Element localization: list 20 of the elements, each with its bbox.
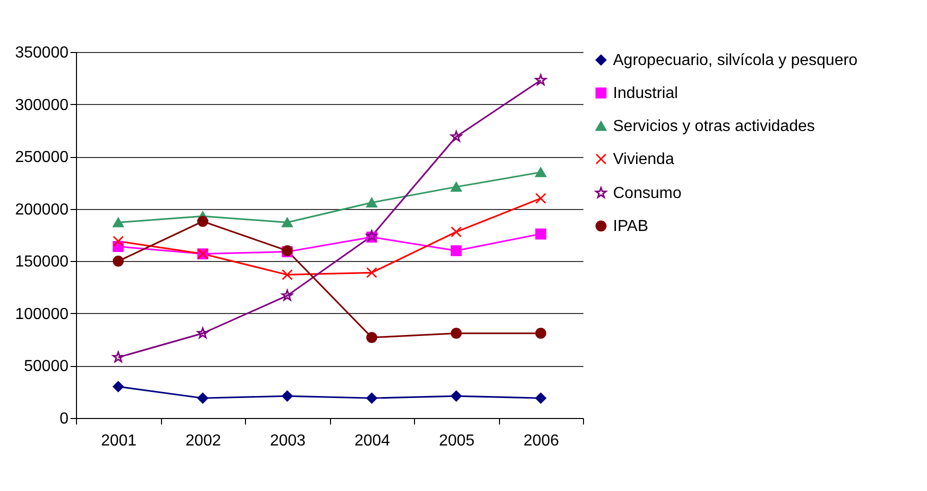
y-tick-label: 350000 xyxy=(15,44,69,62)
x-tick-label: 2001 xyxy=(100,432,137,450)
x-tick-label: 2006 xyxy=(523,432,560,450)
legend-label: Industrial xyxy=(613,85,678,102)
legend-label: Vivienda xyxy=(613,151,674,168)
y-tick-label: 200000 xyxy=(15,201,69,218)
y-tick-label: 100000 xyxy=(15,306,69,323)
x-tick-label: 2004 xyxy=(354,432,390,450)
y-tick-label: 150000 xyxy=(15,254,69,271)
y-tick-label: 50000 xyxy=(24,358,69,376)
y-tick-label: 0 xyxy=(60,410,69,428)
x-tick-label: 2002 xyxy=(185,432,222,450)
x-tick-label: 2003 xyxy=(270,432,306,450)
x-tick-label: 2005 xyxy=(438,432,475,450)
legend-label: Consumo xyxy=(613,185,682,202)
y-tick-label: 300000 xyxy=(15,96,69,114)
legend-label: Servicios y otras actividades xyxy=(613,118,815,135)
legend-label: IPAB xyxy=(613,218,648,235)
y-tick-label: 250000 xyxy=(15,149,69,166)
legend-label: Agropecuario, silvícola y pesquero xyxy=(613,52,858,69)
